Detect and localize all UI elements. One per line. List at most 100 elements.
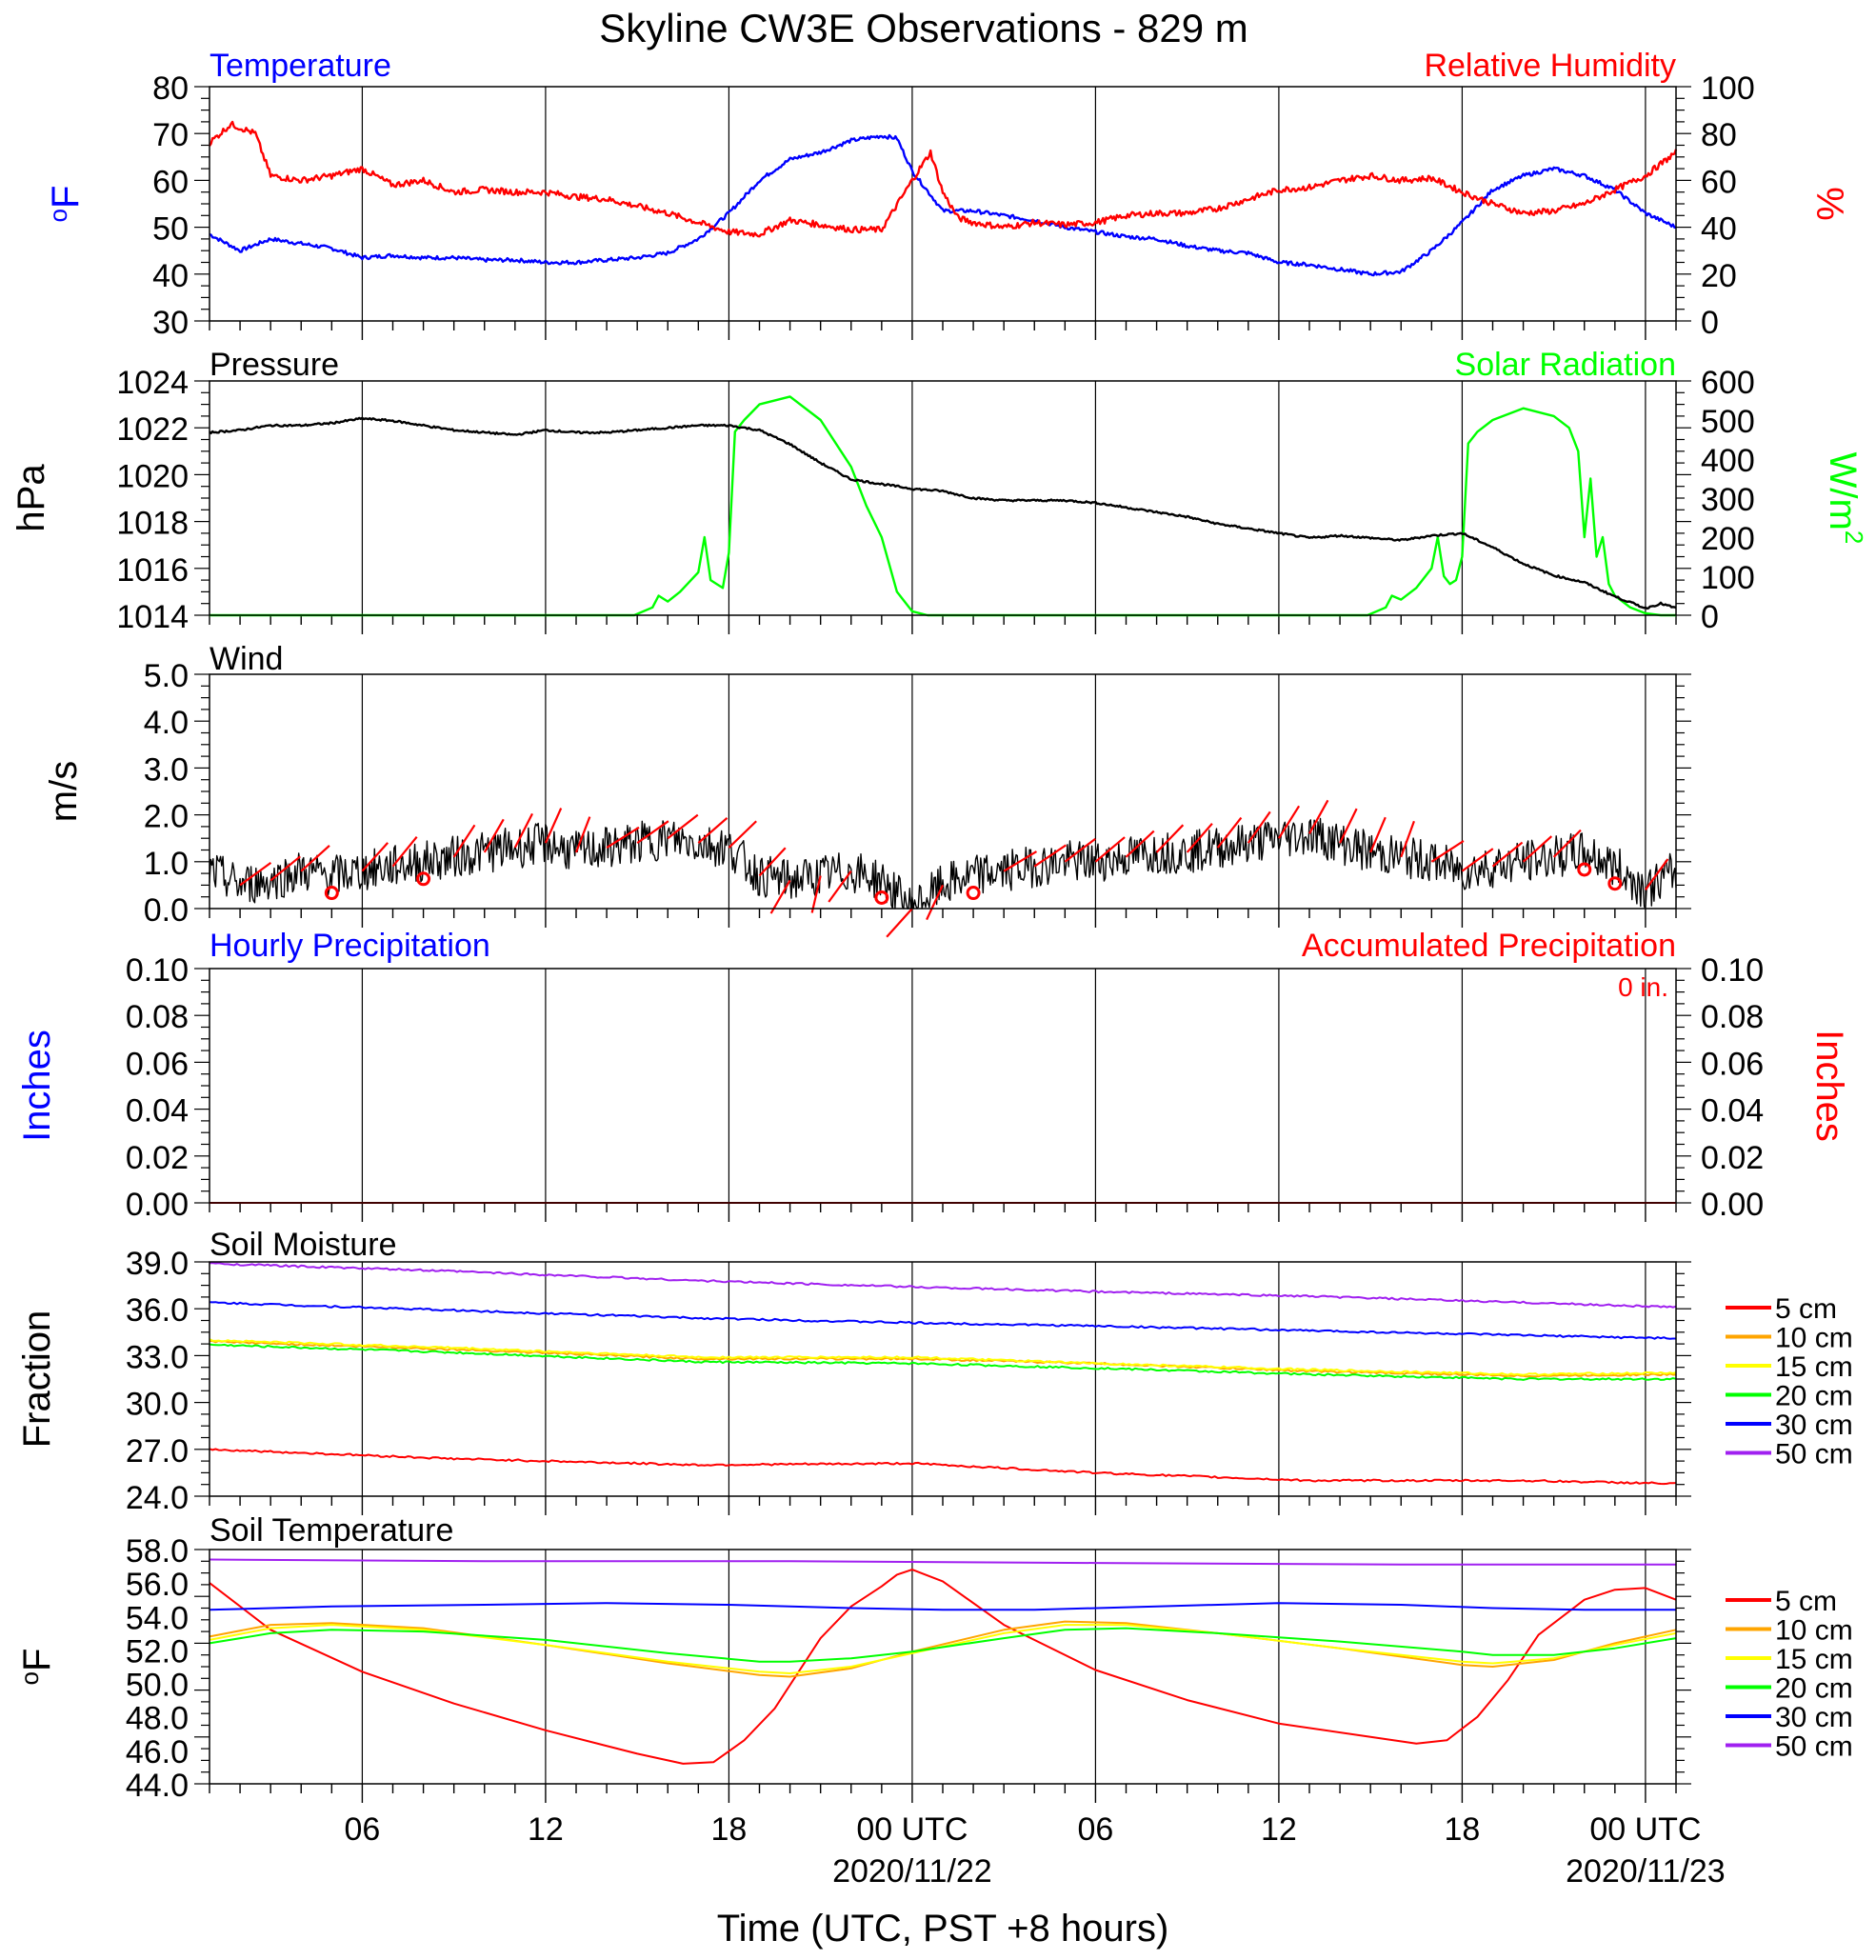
panel-soil-moisture: 39.0 36.0 33.0 30.0 27.0 24.0 Soil Moisture F… [16,1227,1853,1516]
y-tick-label-left: 46.0 [126,1734,189,1770]
panel-precipitation: 0.10 0.08 0.06 0.04 0.02 0.00 0.10 0.08 0.06 0.04… [16,928,1850,1223]
x-tick-label: 00 UTC [1589,1811,1701,1848]
calm-wind-marker [324,886,339,901]
humidity-title: Relative Humidity [1424,48,1676,84]
y-tick-label-right: 0.06 [1701,1046,1764,1082]
series-line-30-cm [209,1301,1676,1340]
y-tick-label-left: 36.0 [126,1292,189,1329]
calm-wind-marker [966,886,981,901]
y-tick-label-left: 1016 [116,552,189,589]
y-tick-label-left: 0.02 [126,1140,189,1176]
y-tick-label-left: 40 [152,258,189,294]
series-line-20-cm [209,1343,1677,1381]
wind-barb [1186,823,1213,853]
y-tick-label-left: 56.0 [126,1567,189,1603]
legend-label: 5 cm [1775,1586,1837,1617]
y-tick-label-right: 0 [1701,305,1719,341]
series-line-20-cm [209,1627,1677,1663]
y-tick-label-left: 60 [152,164,189,200]
y-tick-label-right: 0.04 [1701,1093,1764,1130]
wind-barb [926,884,944,921]
soil-temperature-axis-unit: oF [15,1649,58,1686]
x-axis-title: Time (UTC, PST +8 hours) [717,1908,1169,1950]
wind-barb [239,861,272,887]
legend-label: 5 cm [1775,1293,1837,1325]
series-line-relative-humidity [209,120,1678,238]
calm-wind-marker [874,890,889,905]
accumulated-total-label: 0 in. [1618,972,1668,1002]
legend-label: 15 cm [1775,1351,1853,1383]
y-tick-label-left: 33.0 [126,1339,189,1375]
series-line-10-cm [209,1620,1677,1678]
y-tick-label-left: 44.0 [126,1768,189,1804]
y-tick-label-left: 50 [152,211,189,248]
y-tick-label-right: 100 [1701,70,1755,107]
series-line-temperature [209,133,1677,277]
y-tick-label-left: 54.0 [126,1600,189,1636]
wind-barb [391,835,418,868]
y-tick-label-left: 1014 [116,599,189,635]
panel-soil-temperature: 58.056.054.052.050.048.046.044.0 Soil Te… [15,1512,1853,1804]
y-tick-label-right: 40 [1701,211,1737,248]
y-tick-label-left: 27.0 [126,1433,189,1470]
wind-title: Wind [210,641,283,677]
y-tick-label-right: 600 [1701,365,1755,401]
series-line-pressure [209,416,1677,610]
x-tick-label: 00 UTC [856,1811,968,1848]
y-tick-label-left: 0.08 [126,999,189,1035]
y-tick-label-left: 0.0 [144,892,189,929]
calm-wind-marker [1607,876,1623,891]
y-tick-label-right: 0.02 [1701,1140,1764,1176]
plot-frame [209,968,1677,1204]
y-tick-label-left: 58.0 [126,1533,189,1570]
legend-label: 50 cm [1775,1439,1853,1470]
series-line-30-cm [209,1602,1676,1611]
y-tick-label-right: 0.00 [1701,1187,1764,1223]
y-tick-label-left: 1024 [116,365,189,401]
y-tick-label-left: 30 [152,305,189,341]
wind-barb [1400,820,1415,858]
y-tick-label-left: 0.04 [126,1093,189,1130]
y-tick-label-left: 48.0 [126,1701,189,1737]
wind-barb [1552,829,1582,858]
y-tick-label-left: 1018 [116,506,189,542]
legend-label: 10 cm [1775,1615,1853,1647]
wind-barb [886,908,913,938]
wind-barb [828,870,852,903]
y-tick-label-left: 24.0 [126,1480,189,1516]
wind-barbs [239,799,1669,938]
temperature-title: Temperature [210,48,391,84]
hourly-precip-title: Hourly Precipitation [210,928,490,964]
legend-label: 20 cm [1775,1673,1853,1705]
y-tick-label-left: 2.0 [144,799,189,835]
y-tick-label-left: 1020 [116,458,189,494]
x-tick-label: 06 [345,1811,381,1848]
legend-label: 10 cm [1775,1323,1853,1354]
series-line-solar-radiation [210,395,1676,617]
y-tick-label-left: 80 [152,70,189,107]
y-tick-label-left: 1.0 [144,846,189,882]
wind-barb [728,820,757,849]
calm-wind-marker [1577,862,1592,877]
y-tick-label-right: 80 [1701,117,1737,153]
wind-axis-unit: m/s [43,761,85,822]
y-tick-label-right: 100 [1701,560,1755,596]
wind-barb [1094,836,1126,863]
y-tick-label-left: 5.0 [144,658,189,694]
series-line-5-cm [209,1448,1677,1486]
wind-barb [1155,824,1185,853]
series-line-15-cm [209,1338,1677,1376]
wind-barb [300,845,330,872]
y-tick-label-left: 0.06 [126,1046,189,1082]
panel-pressure-solar: 1024 1022 1020 1018 1016 1014 6005004003002001… [10,347,1868,635]
accumulated-axis-unit: Inches [1808,1030,1850,1142]
y-tick-label-right: 0.10 [1701,952,1764,989]
wind-barb [606,826,640,849]
pressure-title: Pressure [210,347,339,383]
y-tick-label-left: 1022 [116,411,189,448]
wind-barb [1491,841,1524,868]
y-tick-label-left: 52.0 [126,1633,189,1670]
x-axis-labels: 06 12 18 00 UTC 2020/11/22 06 12 18 00 UTC 2020/1… [345,1811,1726,1890]
